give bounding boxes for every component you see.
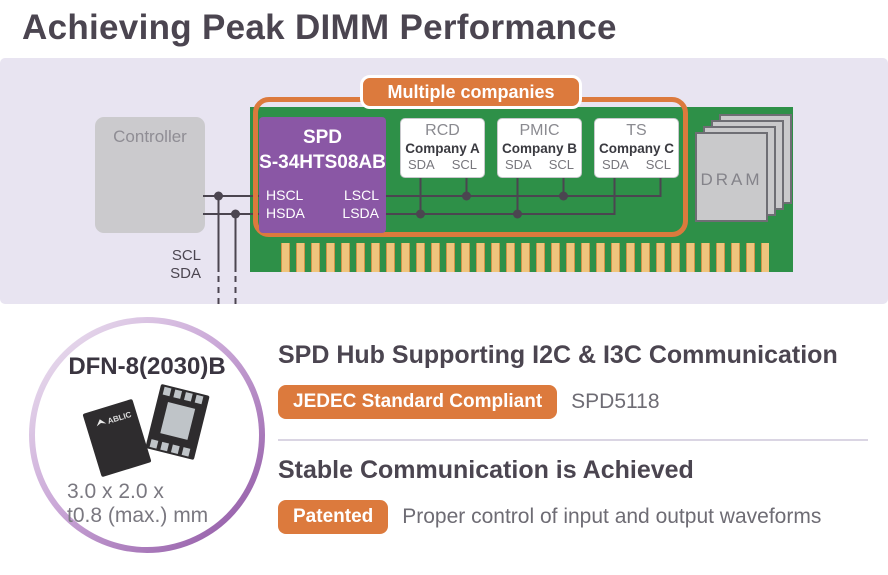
package-circle: DFN-8(2030)B ABLIC 3.0 x 2.0 x t0.8 (max… [29,317,265,553]
spd-pin-lsda: LSDA [342,205,379,221]
component-box-pmic: PMIC Company B SDA SCL [497,118,582,178]
feature-badge-row-jedec: JEDEC Standard Compliant SPD5118 [278,385,660,419]
spd-hub-box: SPD S-34HTS08AB HSCL LSCL HSDA LSDA [259,117,386,233]
component-name: PMIC [519,122,560,139]
component-pin-sda: SDA [408,157,435,172]
spd-pin-hsda: HSDA [266,205,305,221]
package-dimensions-line1: 3.0 x 2.0 x [67,480,164,503]
spd-pin-hscl: HSCL [266,187,304,203]
feature-heading-spd-hub: SPD Hub Supporting I2C & I3C Communicati… [278,341,838,369]
ablic-logo-mark [96,419,107,427]
component-name: TS [626,122,647,139]
component-name: RCD [425,122,460,139]
section-divider [278,439,868,441]
dimm-edge-connector-pins [281,243,769,272]
controller-box: Controller SCL SDA [95,117,205,282]
feature-badge-row-patented: Patented Proper control of input and out… [278,500,821,534]
component-pin-scl: SCL [645,157,671,172]
package-circle-inner [35,323,259,547]
jedec-compliant-badge: JEDEC Standard Compliant [278,385,558,419]
package-name: DFN-8(2030)B [68,353,226,380]
spd-name: SPD [302,127,343,148]
dimm-diagram-panel: DRAM Controller SCL SDA [0,58,888,304]
component-box-rcd: RCD Company A SDA SCL [400,118,485,178]
feature-heading-stable-communication: Stable Communication is Achieved [278,456,694,484]
package-dimensions: 3.0 x 2.0 x t0.8 (max.) mm [67,480,208,528]
patented-note: Proper control of input and output wavef… [402,505,822,528]
component-pin-sda: SDA [602,157,629,172]
multiple-companies-badge: Multiple companies [360,75,582,109]
component-company: Company B [501,141,577,156]
component-company: Company C [598,141,674,156]
multiple-companies-label: Multiple companies [387,81,555,102]
package-dimensions-line2: t0.8 (max.) mm [67,504,209,527]
component-pin-scl: SCL [451,157,477,172]
component-box-ts: TS Company C SDA SCL [594,118,679,178]
spd5118-note: SPD5118 [571,390,660,413]
page-title: Achieving Peak DIMM Performance [22,8,617,47]
patented-badge: Patented [278,500,389,534]
dram-chip-front: DRAM [695,132,768,222]
component-company: Company A [405,141,480,156]
spd-pin-lscl: LSCL [343,187,379,203]
component-pin-sda: SDA [505,157,532,172]
controller-pin-sda: SDA [170,265,201,282]
spd-part-number: S-34HTS08AB [259,152,386,173]
component-pin-scl: SCL [548,157,574,172]
package-chip-illustration: ABLIC [82,384,210,477]
controller-label: Controller [113,127,187,146]
controller-pin-scl: SCL [171,247,201,264]
dram-label: DRAM [700,170,763,189]
